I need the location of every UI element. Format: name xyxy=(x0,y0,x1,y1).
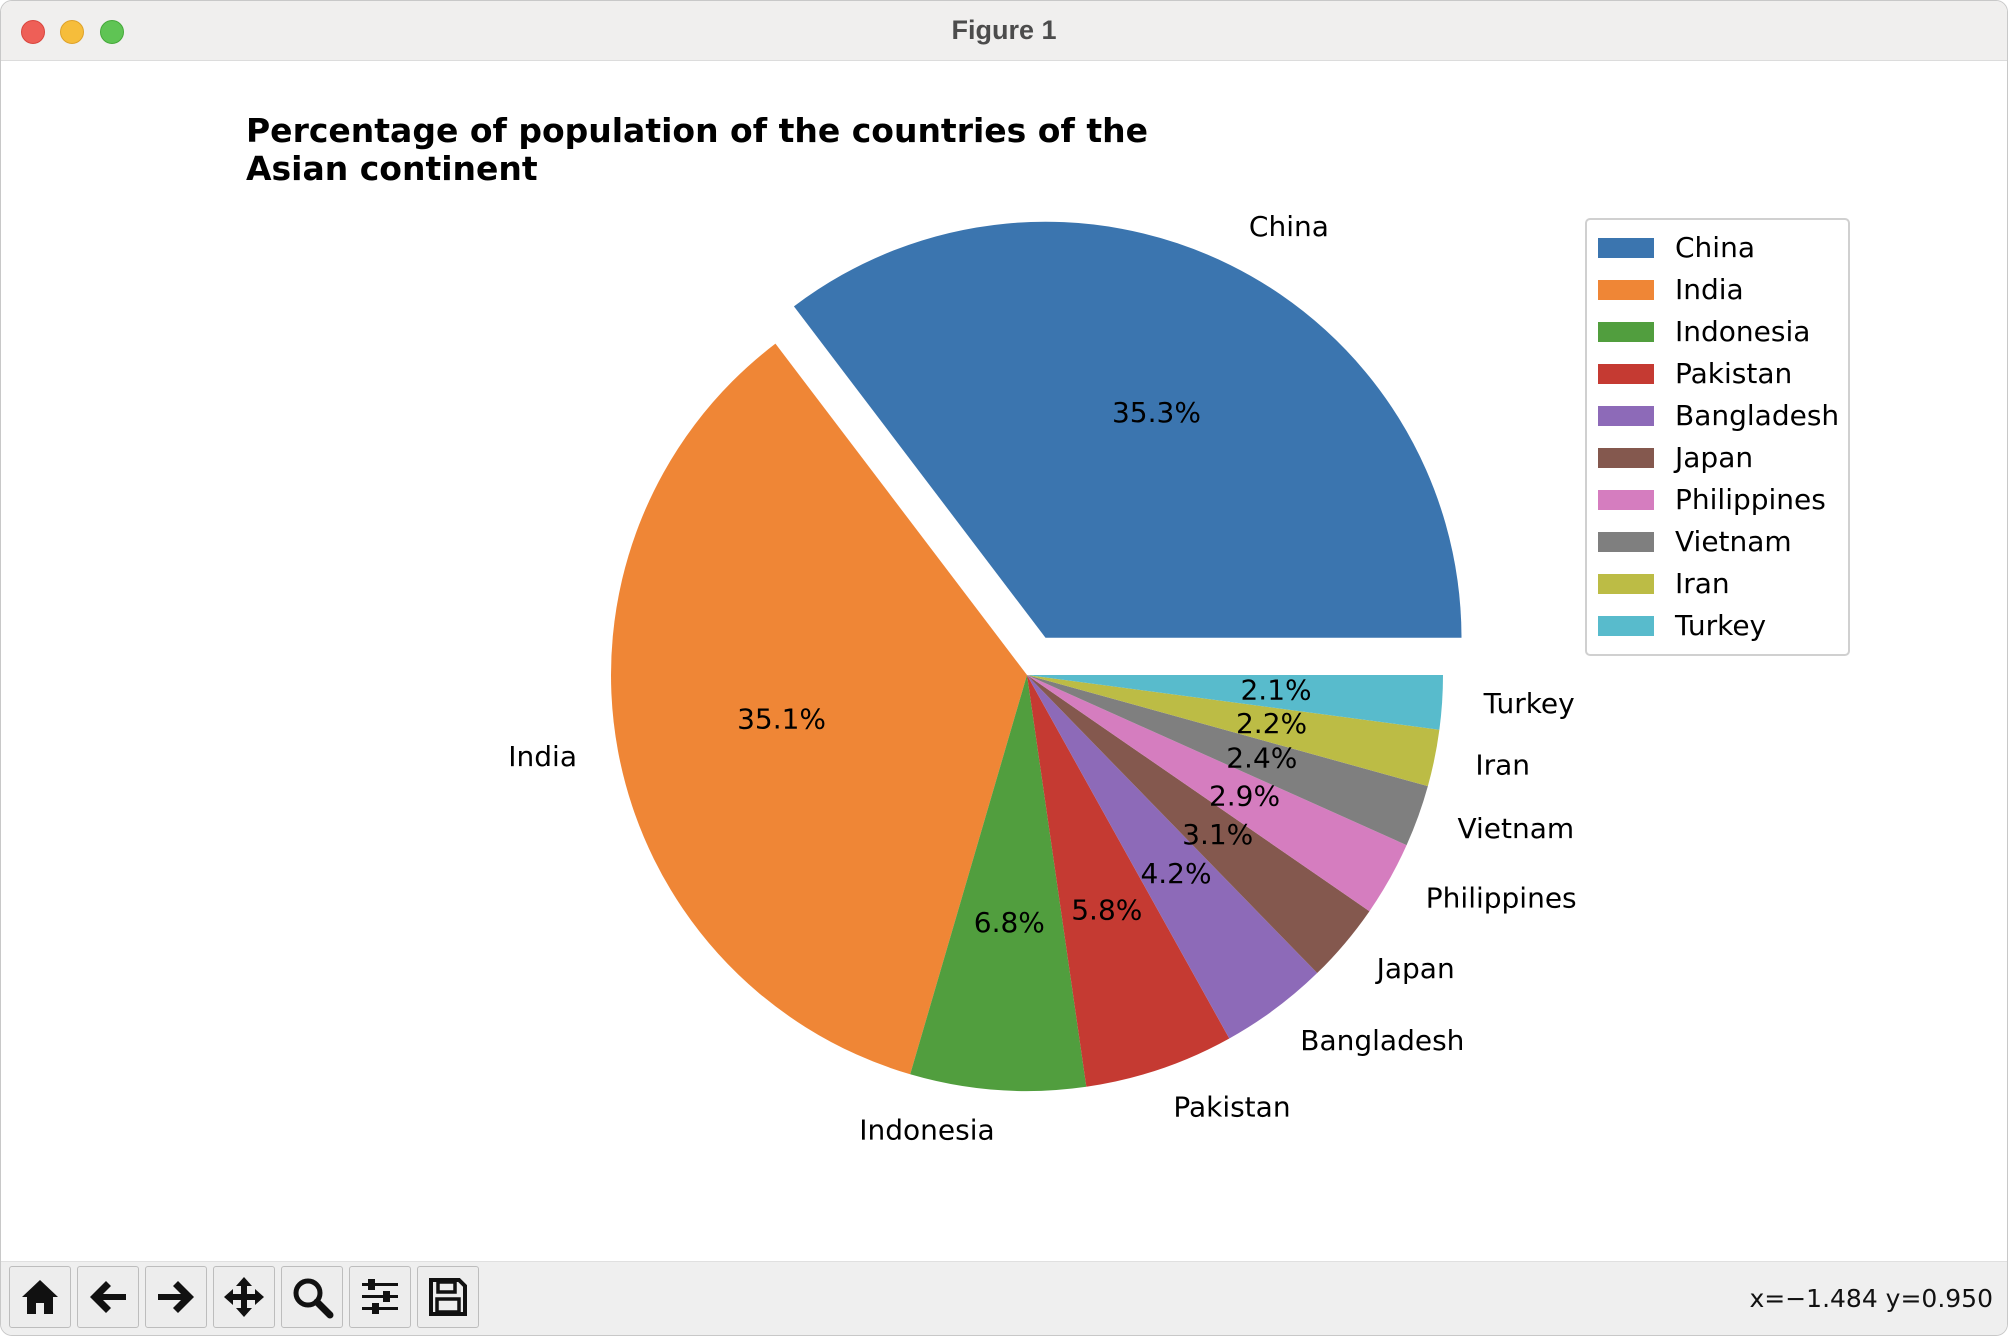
legend-label-japan: Japan xyxy=(1673,441,1753,474)
legend-swatch-japan xyxy=(1598,448,1654,468)
slice-percent-bangladesh: 4.2% xyxy=(1140,857,1211,890)
save-floppy-icon xyxy=(429,1278,467,1316)
legend-swatch-indonesia xyxy=(1598,322,1654,342)
save-button[interactable] xyxy=(417,1266,479,1328)
pie-slice-turkey xyxy=(1027,675,1443,730)
pie-slice-philippines xyxy=(1027,675,1407,912)
pie-slice-bangladesh xyxy=(1027,675,1318,1039)
home-button[interactable] xyxy=(9,1266,71,1328)
slice-label-china: China xyxy=(1249,210,1329,243)
back-button[interactable] xyxy=(77,1266,139,1328)
cursor-coordinates: x=−1.484 y=0.950 xyxy=(1749,1284,1993,1313)
slice-percent-iran: 2.2% xyxy=(1236,707,1307,740)
slice-percent-india: 35.1% xyxy=(737,702,826,735)
slice-label-indonesia: Indonesia xyxy=(859,1113,994,1146)
slice-label-pakistan: Pakistan xyxy=(1173,1091,1290,1124)
slice-percent-japan: 3.1% xyxy=(1182,818,1253,851)
forward-button[interactable] xyxy=(145,1266,207,1328)
legend-swatch-pakistan xyxy=(1598,364,1654,384)
legend-swatch-bangladesh xyxy=(1598,406,1654,426)
minimize-window-button[interactable] xyxy=(60,20,84,44)
legend-label-china: China xyxy=(1675,231,1755,264)
pie-slice-china xyxy=(793,221,1462,638)
legend-swatch-turkey xyxy=(1598,616,1654,636)
figure-canvas[interactable]: Percentage of population of the countrie… xyxy=(1,61,2007,1261)
legend-label-pakistan: Pakistan xyxy=(1675,357,1792,390)
legend-label-iran: Iran xyxy=(1675,567,1730,600)
pie-slice-japan xyxy=(1027,675,1370,974)
slice-label-iran: Iran xyxy=(1475,748,1530,781)
pie-slice-india xyxy=(611,343,1027,1075)
back-arrow-icon xyxy=(90,1281,126,1313)
legend-label-philippines: Philippines xyxy=(1675,483,1826,516)
pan-move-icon xyxy=(224,1277,264,1317)
slice-percent-indonesia: 6.8% xyxy=(974,906,1045,939)
legend-label-indonesia: Indonesia xyxy=(1675,315,1810,348)
pan-button[interactable] xyxy=(213,1266,275,1328)
legend-label-turkey: Turkey xyxy=(1674,609,1766,642)
configure-subplots-icon xyxy=(362,1279,398,1314)
zoom-button[interactable] xyxy=(281,1266,343,1328)
chart-title-line-2: Asian continent xyxy=(246,149,538,188)
legend-swatch-philippines xyxy=(1598,490,1654,510)
slice-label-philippines: Philippines xyxy=(1426,881,1577,914)
close-window-button[interactable] xyxy=(21,20,45,44)
pie-slice-iran xyxy=(1027,675,1440,787)
legend-swatch-china xyxy=(1598,238,1654,258)
window-title: Figure 1 xyxy=(951,15,1057,45)
slice-percent-turkey: 2.1% xyxy=(1240,673,1311,706)
slice-percent-philippines: 2.9% xyxy=(1209,779,1280,812)
maximize-window-button[interactable] xyxy=(100,20,124,44)
legend-swatch-india xyxy=(1598,280,1654,300)
legend-label-vietnam: Vietnam xyxy=(1675,525,1792,558)
slice-percent-china: 35.3% xyxy=(1112,396,1201,429)
slice-label-vietnam: Vietnam xyxy=(1457,812,1574,845)
pie-slice-vietnam xyxy=(1027,675,1428,846)
slice-label-japan: Japan xyxy=(1375,952,1455,985)
title-bar: Figure 1 xyxy=(1,1,2007,61)
navigation-toolbar: x=−1.484 y=0.950 xyxy=(1,1261,2007,1335)
slice-label-india: India xyxy=(508,740,577,773)
legend-label-bangladesh: Bangladesh xyxy=(1675,399,1839,432)
legend-label-india: India xyxy=(1675,273,1744,306)
zoom-magnifier-icon xyxy=(293,1278,334,1319)
configure-subplots-button[interactable] xyxy=(349,1266,411,1328)
chart-title-line-1: Percentage of population of the countrie… xyxy=(246,111,1148,150)
slice-label-turkey: Turkey xyxy=(1483,687,1575,720)
legend-swatch-vietnam xyxy=(1598,532,1654,552)
pie-slice-indonesia xyxy=(910,675,1087,1092)
forward-arrow-icon xyxy=(158,1281,194,1313)
slice-percent-pakistan: 5.8% xyxy=(1071,893,1142,926)
slice-percent-vietnam: 2.4% xyxy=(1226,742,1297,775)
pie-chart: Percentage of population of the countrie… xyxy=(246,111,1850,1146)
home-icon xyxy=(22,1280,58,1314)
slice-label-bangladesh: Bangladesh xyxy=(1300,1024,1464,1057)
chart-legend: China India Indonesia Pakistan Bangladesh Jap… xyxy=(1585,218,1850,656)
legend-swatch-iran xyxy=(1598,574,1654,594)
pie-slice-pakistan xyxy=(1027,675,1230,1087)
